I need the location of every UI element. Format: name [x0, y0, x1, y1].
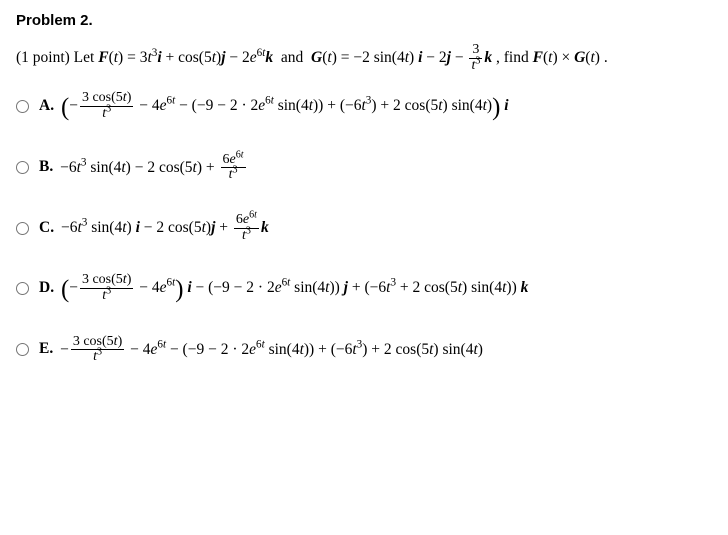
option-C[interactable]: C. −6t3 sin(4t) i − 2 cos(5t)j + 6e6tt3k	[16, 213, 712, 243]
radio-D[interactable]	[16, 282, 29, 295]
option-D[interactable]: D. (−3 cos(5t)t3 − 4e6t) i − (−9 − 2 · 2…	[16, 273, 712, 304]
option-C-content: C. −6t3 sin(4t) i − 2 cos(5t)j + 6e6tt3k	[39, 213, 269, 243]
option-B[interactable]: B. −6t3 sin(4t) − 2 cos(5t) + 6e6tt3	[16, 153, 712, 183]
radio-B[interactable]	[16, 161, 29, 174]
option-D-content: D. (−3 cos(5t)t3 − 4e6t) i − (−9 − 2 · 2…	[39, 273, 528, 304]
radio-C[interactable]	[16, 222, 29, 235]
problem-title: Problem 2.	[16, 12, 712, 29]
option-A[interactable]: A. (−3 cos(5t)t3 − 4e6t − (−9 − 2 · 2e6t…	[16, 91, 712, 122]
option-E[interactable]: E. −3 cos(5t)t3 − 4e6t − (−9 − 2 · 2e6t …	[16, 335, 712, 365]
radio-A[interactable]	[16, 100, 29, 113]
radio-E[interactable]	[16, 343, 29, 356]
option-E-content: E. −3 cos(5t)t3 − 4e6t − (−9 − 2 · 2e6t …	[39, 335, 483, 365]
option-A-content: A. (−3 cos(5t)t3 − 4e6t − (−9 − 2 · 2e6t…	[39, 91, 509, 122]
option-B-content: B. −6t3 sin(4t) − 2 cos(5t) + 6e6tt3	[39, 153, 248, 183]
problem-stem: (1 point) Let F(t) = 3t3i + cos(5t)j − 2…	[16, 43, 712, 73]
